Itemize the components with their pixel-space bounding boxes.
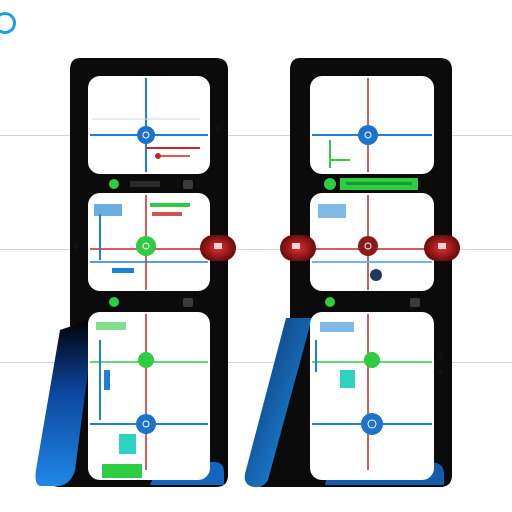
- guide-line-middle: [0, 249, 512, 250]
- node-green-3: [364, 352, 380, 368]
- right-panel-3: [310, 312, 434, 480]
- toggle-green-4: [325, 297, 335, 307]
- teal-block-left: [119, 434, 136, 454]
- guide-line-top: [0, 135, 512, 136]
- logo-icon: [0, 12, 16, 34]
- left-panel-3: [88, 312, 210, 480]
- toggle-green-1: [109, 179, 119, 189]
- teal-block-right: [340, 370, 355, 388]
- right-panel-1: [310, 76, 434, 174]
- node-blue-4: [361, 413, 383, 435]
- node-darkred: [358, 236, 378, 256]
- toggle-green-2: [109, 297, 119, 307]
- guide-line-bottom: [0, 362, 512, 363]
- diamond-icon: [215, 125, 221, 133]
- node-blue-3: [358, 125, 378, 145]
- diamond-icon: [437, 368, 443, 376]
- node-green-2: [138, 352, 154, 368]
- diamond-icon: [437, 352, 443, 362]
- node-blue-2: [136, 414, 156, 434]
- node-green-1: [136, 236, 156, 256]
- diamond-icon: [73, 241, 79, 251]
- left-panel-1: [88, 76, 210, 174]
- node-blue-1: [137, 126, 155, 144]
- toggle-green-3: [324, 178, 336, 190]
